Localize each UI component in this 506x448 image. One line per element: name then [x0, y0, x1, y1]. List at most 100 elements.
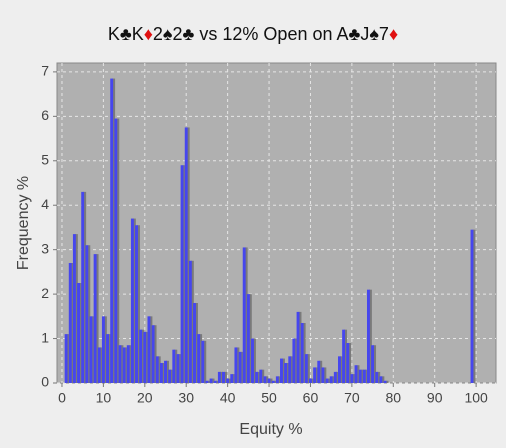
bar [110, 78, 114, 384]
bar-shadow [269, 378, 273, 383]
bar [366, 289, 370, 383]
bar-shadow [356, 365, 360, 383]
bar [242, 247, 246, 383]
bar [139, 329, 143, 383]
bar [155, 356, 159, 383]
bar [251, 338, 254, 383]
bar [309, 378, 312, 383]
x-tick-label: 80 [386, 390, 402, 406]
bar-shadow [120, 345, 124, 383]
bar-shadow [273, 380, 277, 383]
bar-shadow [190, 260, 194, 383]
bar-shadow [70, 263, 74, 383]
bar [184, 127, 188, 383]
bar [284, 363, 288, 383]
bar-shadow [244, 247, 248, 383]
y-tick-label: 1 [41, 329, 49, 345]
bar-shadow [103, 316, 107, 383]
bar [358, 369, 362, 383]
bar-shadow [195, 303, 198, 383]
bar [222, 371, 225, 383]
bar [234, 347, 238, 383]
bar-shadow [161, 363, 165, 383]
x-tick-label: 40 [220, 390, 236, 406]
bar-shadow [128, 345, 132, 383]
bar [292, 338, 296, 383]
bar [197, 334, 201, 383]
bar [193, 303, 196, 383]
bar [77, 283, 80, 383]
bar [114, 118, 118, 384]
bar-shadow [248, 294, 252, 383]
bar [470, 229, 474, 383]
bar-shadow [87, 245, 91, 383]
bar [346, 343, 350, 383]
bar-shadow [141, 329, 145, 383]
bar [201, 340, 205, 383]
bar [375, 371, 379, 383]
bar-shadow [311, 378, 314, 383]
bar [333, 371, 337, 383]
bar [379, 376, 383, 383]
bar [89, 316, 93, 383]
bar [118, 345, 122, 383]
bar [164, 360, 167, 383]
bar [329, 376, 333, 383]
bar-shadow [174, 349, 178, 383]
bar-shadow [99, 347, 103, 383]
bar [72, 234, 76, 383]
bar-shadow [319, 360, 323, 383]
bar-shadow [373, 345, 377, 383]
bar-shadow [315, 367, 319, 383]
bar [122, 347, 126, 383]
bar-shadow [199, 334, 203, 383]
bar-shadow [74, 234, 78, 383]
bar-shadow [215, 380, 219, 383]
bar [172, 349, 176, 383]
bar-shadow [224, 371, 227, 383]
bar-shadow [364, 369, 368, 383]
bar-shadow [219, 371, 223, 383]
bar [342, 329, 346, 383]
bar-shadow [240, 351, 244, 383]
bar [106, 334, 109, 383]
y-tick-label: 7 [41, 63, 49, 79]
bar [238, 351, 242, 383]
bar-shadow [186, 127, 190, 383]
bar [275, 376, 279, 383]
bar-shadow [116, 118, 120, 384]
bar [85, 245, 89, 383]
bar-shadow [137, 225, 140, 383]
bar-shadow [132, 218, 136, 383]
bar-shadow [331, 376, 335, 383]
bar [180, 165, 184, 383]
bar [321, 367, 325, 383]
bar [176, 354, 180, 383]
bar [313, 367, 317, 383]
y-tick-label: 3 [41, 240, 49, 256]
bar [383, 380, 387, 383]
bar-shadow [95, 254, 99, 383]
bar-shadow [472, 229, 476, 383]
bar [259, 369, 263, 383]
bar [296, 311, 300, 383]
bar [97, 347, 101, 383]
bar-shadow [149, 316, 153, 383]
bar-shadow [306, 354, 310, 383]
bar [217, 371, 221, 383]
bar-shadow [294, 338, 298, 383]
bar-shadow [360, 369, 364, 383]
bar-shadow [153, 325, 157, 383]
bar [205, 380, 209, 383]
bar-shadow [282, 358, 285, 383]
bar-shadow [368, 289, 372, 383]
bar [255, 371, 259, 383]
x-axis-label: Equity % [239, 421, 302, 438]
y-tick-label: 6 [41, 107, 49, 123]
bar [288, 356, 292, 383]
bar-shadow [286, 363, 290, 383]
y-axis-label: Frequency % [15, 176, 32, 270]
bar [230, 374, 234, 383]
x-tick-label: 0 [58, 390, 66, 406]
